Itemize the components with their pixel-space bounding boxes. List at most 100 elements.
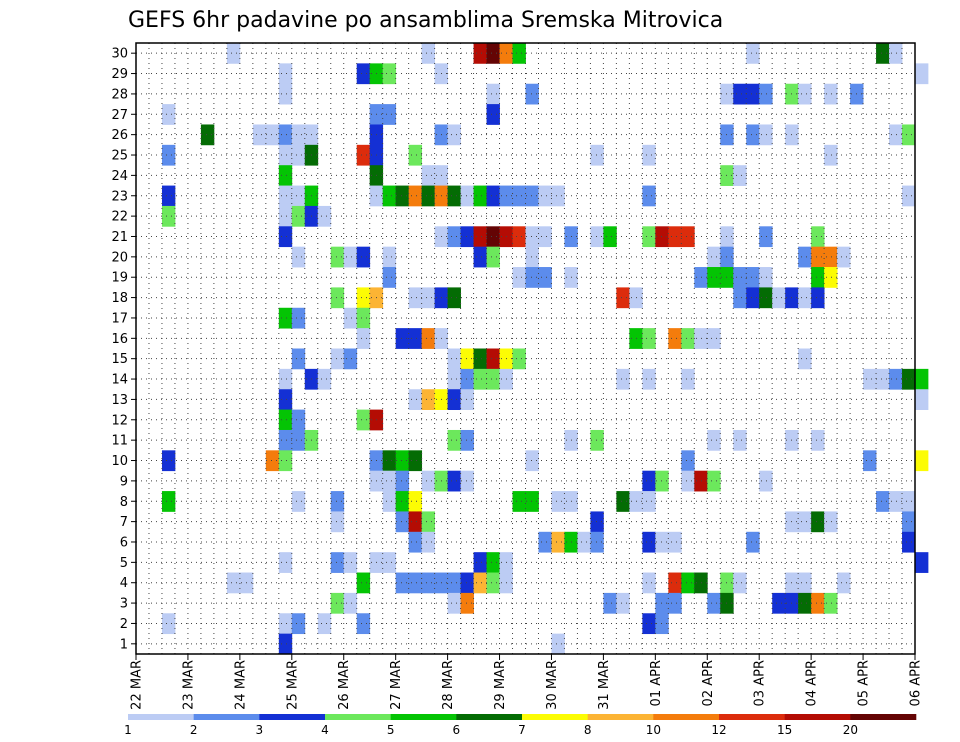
heatmap-cell <box>278 124 293 146</box>
color-legend: 1 2 3 4 5 6 7 8 10 12 15 20 <box>124 714 917 737</box>
heatmap-cell <box>759 226 773 248</box>
heatmap-cell <box>161 205 176 227</box>
heatmap-cell <box>278 63 293 85</box>
y-tick-label: 20 <box>111 250 128 265</box>
heatmap-cell <box>525 83 539 105</box>
heatmap-cell <box>356 246 371 268</box>
heatmap-cell <box>421 165 436 186</box>
x-tick-label: 22 MAR <box>130 660 145 710</box>
heatmap-cell <box>811 511 825 533</box>
heatmap-cell <box>525 267 539 288</box>
legend-label: 5 <box>387 723 395 737</box>
heatmap-cell <box>525 450 539 472</box>
heatmap-cell <box>486 368 500 390</box>
heatmap-cell <box>616 592 630 614</box>
heatmap-cell <box>421 470 436 492</box>
heatmap-cell <box>681 328 695 349</box>
heatmap-cell <box>512 185 526 207</box>
heatmap-cell <box>356 409 371 431</box>
heatmap-cell <box>382 185 397 207</box>
heatmap-cell <box>824 83 838 105</box>
heatmap-cell <box>798 83 812 105</box>
heatmap-cell <box>772 287 786 309</box>
heatmap-cell <box>642 144 656 166</box>
heatmap-cell <box>746 531 760 553</box>
heatmap-cell <box>408 450 423 472</box>
y-tick-label: 2 <box>120 617 128 632</box>
legend-label: 6 <box>453 723 461 737</box>
heatmap-cell <box>902 368 916 390</box>
y-tick-label: 9 <box>120 474 128 489</box>
heatmap-cell <box>590 429 604 451</box>
heatmap-cell <box>681 470 695 492</box>
heatmap-cell <box>772 592 786 614</box>
heatmap-cell <box>278 83 293 105</box>
heatmap-cell <box>746 83 760 105</box>
legend-swatch <box>653 714 720 720</box>
heatmap-cell <box>824 246 838 268</box>
heatmap-cell <box>837 246 851 268</box>
heatmap-cell <box>395 572 410 594</box>
heatmap-cell <box>447 226 461 248</box>
heatmap-cell <box>707 246 721 268</box>
heatmap-cell <box>551 531 565 553</box>
heatmap-cell <box>902 491 916 512</box>
heatmap-cell <box>421 185 436 207</box>
heatmap-cell <box>200 124 215 146</box>
heatmap-cell <box>733 83 747 105</box>
legend-swatch <box>587 714 654 720</box>
legend-swatch <box>850 714 917 720</box>
heatmap-cell <box>694 572 708 594</box>
heatmap-cell <box>798 592 812 614</box>
heatmap-cell <box>278 144 293 166</box>
heatmap-cell <box>798 246 812 268</box>
heatmap-cell <box>460 429 474 451</box>
heatmap-cell <box>707 267 721 288</box>
heatmap-cell <box>915 63 929 85</box>
heatmap-cell <box>811 429 825 451</box>
y-tick-label: 23 <box>111 189 128 204</box>
heatmap-cell <box>707 470 721 492</box>
heatmap-cell <box>915 389 929 410</box>
legend-label: 2 <box>190 723 198 737</box>
x-tick-label: 29 MAR <box>493 660 508 710</box>
heatmap-cell <box>343 552 358 573</box>
heatmap-cell <box>811 246 825 268</box>
heatmap-cells <box>161 43 929 655</box>
heatmap-cell <box>863 368 877 390</box>
heatmap-cell <box>382 491 397 512</box>
heatmap-cell <box>824 511 838 533</box>
legend-swatch <box>193 714 260 720</box>
heatmap-cell <box>278 633 293 655</box>
heatmap-cell <box>382 104 397 125</box>
y-tick-label: 25 <box>111 149 128 164</box>
heatmap-cell <box>278 368 293 390</box>
heatmap-cell <box>356 287 371 309</box>
legend-swatch <box>522 714 588 720</box>
heatmap-cell <box>681 368 695 390</box>
heatmap-cell <box>512 348 526 370</box>
heatmap-cell <box>447 572 461 594</box>
heatmap-cell <box>655 470 669 492</box>
heatmap-cell <box>278 165 293 186</box>
heatmap-cell <box>278 409 293 431</box>
heatmap-cell <box>863 450 877 472</box>
x-tick-label: 26 MAR <box>337 660 352 710</box>
heatmap-cell <box>655 613 669 635</box>
heatmap-cell <box>876 491 890 512</box>
heatmap-cell <box>512 267 526 288</box>
heatmap-cell <box>278 185 293 207</box>
heatmap-cell <box>460 572 474 594</box>
y-tick-label: 6 <box>120 535 128 550</box>
heatmap-cell <box>902 124 916 146</box>
heatmap-cell <box>733 572 747 594</box>
heatmap-cell <box>486 246 500 268</box>
heatmap-cell <box>889 368 903 390</box>
heatmap-cell <box>681 450 695 472</box>
heatmap-cell <box>707 429 721 451</box>
heatmap-cell <box>746 267 760 288</box>
heatmap-cell <box>473 552 487 573</box>
heatmap-cell <box>681 226 695 248</box>
heatmap-cell <box>382 246 397 268</box>
heatmap-cell <box>460 185 474 207</box>
